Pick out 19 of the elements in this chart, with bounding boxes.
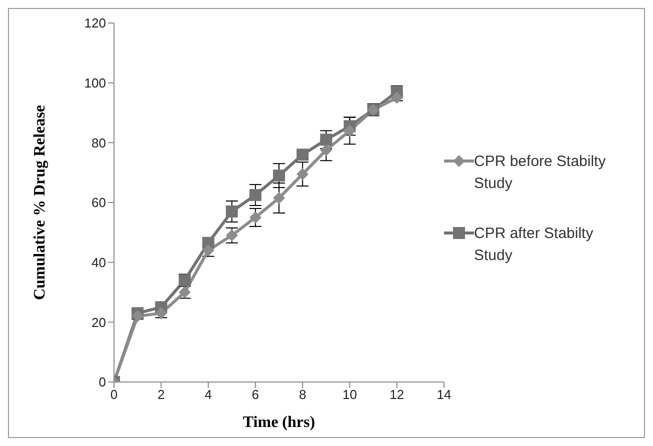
x-tick-label: 12 [390,387,404,402]
legend-label: CPR after Stabilty Study [474,224,594,266]
y-tick-label: 80 [92,135,106,150]
x-tick-label: 6 [252,387,260,402]
x-tick-label: 14 [436,387,452,402]
y-axis-title: Cumulative % Drug Release [32,104,49,300]
x-tick-label: 4 [204,387,212,402]
x-tick-label: 0 [110,387,118,402]
x-axis-title: Time (hrs) [242,414,316,431]
y-tick-label: 100 [84,75,106,90]
x-tick-label: 2 [158,387,165,402]
legend-label: CPR before Stabilty Study [474,152,607,194]
y-tick-label: 0 [98,374,106,390]
x-tick-label: 10 [342,387,357,402]
y-tick-label: 40 [92,254,106,270]
y-tick-label: 120 [84,16,106,31]
x-tick-label: 8 [298,387,306,402]
y-tick-label: 60 [92,195,106,210]
y-tick-label: 20 [92,314,106,330]
